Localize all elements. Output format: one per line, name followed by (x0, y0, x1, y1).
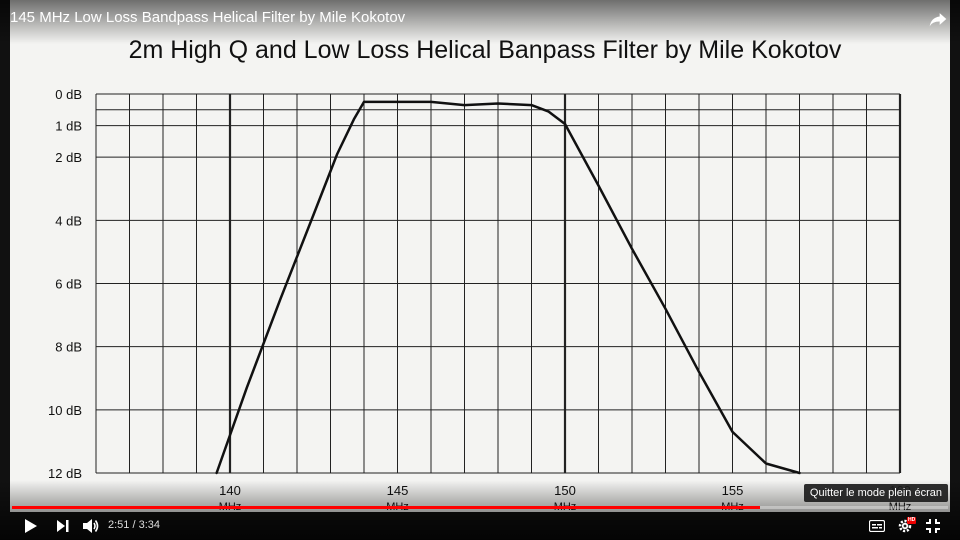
chart-grid (95, 93, 902, 474)
settings-button[interactable] (894, 514, 916, 538)
subtitles-icon (869, 520, 885, 532)
exit-fullscreen-button[interactable] (922, 514, 944, 538)
play-button[interactable] (20, 514, 42, 538)
video-frame[interactable]: 2m High Q and Low Loss Helical Banpass F… (10, 0, 950, 512)
filter-response-chart: 2m High Q and Low Loss Helical Banpass F… (48, 36, 911, 512)
current-time: 2:51 (108, 519, 130, 531)
hd-badge: HD (907, 517, 917, 524)
skip-next-icon (57, 520, 69, 532)
progress-bar[interactable] (12, 506, 948, 509)
settings-gear-icon (898, 519, 912, 533)
volume-button[interactable] (80, 514, 102, 538)
y-tick-label: 1 dB (55, 119, 82, 134)
x-tick-label: 140 (219, 483, 241, 498)
time-separator: / (129, 519, 139, 531)
y-tick-label: 4 dB (55, 213, 82, 228)
y-tick-label: 10 dB (48, 403, 82, 418)
x-tick-label: 145 (387, 483, 409, 498)
x-tick-label: 155 (722, 483, 744, 498)
duration: 3:34 (138, 519, 161, 531)
share-arrow-icon[interactable] (928, 9, 948, 29)
subtitles-button[interactable] (866, 514, 888, 538)
volume-icon (83, 519, 99, 533)
play-icon (25, 519, 37, 533)
y-tick-label: 6 dB (55, 277, 82, 292)
progress-played (12, 506, 760, 509)
chart-title: 2m High Q and Low Loss Helical Banpass F… (129, 36, 842, 64)
response-curve (215, 100, 801, 475)
y-tick-label: 0 dB (55, 87, 82, 102)
exit-fullscreen-icon (926, 519, 940, 533)
y-tick-label: 8 dB (55, 340, 82, 355)
next-button[interactable] (52, 514, 74, 538)
video-title[interactable]: 145 MHz Low Loss Bandpass Helical Filter… (10, 9, 406, 26)
y-tick-label: 2 dB (55, 150, 82, 165)
x-tick-label: 150 (554, 483, 576, 498)
y-tick-label: 12 dB (48, 466, 82, 481)
time-display: 2:51 / 3:34 (108, 519, 160, 531)
exit-fullscreen-tooltip: Quitter le mode plein écran (803, 484, 948, 502)
